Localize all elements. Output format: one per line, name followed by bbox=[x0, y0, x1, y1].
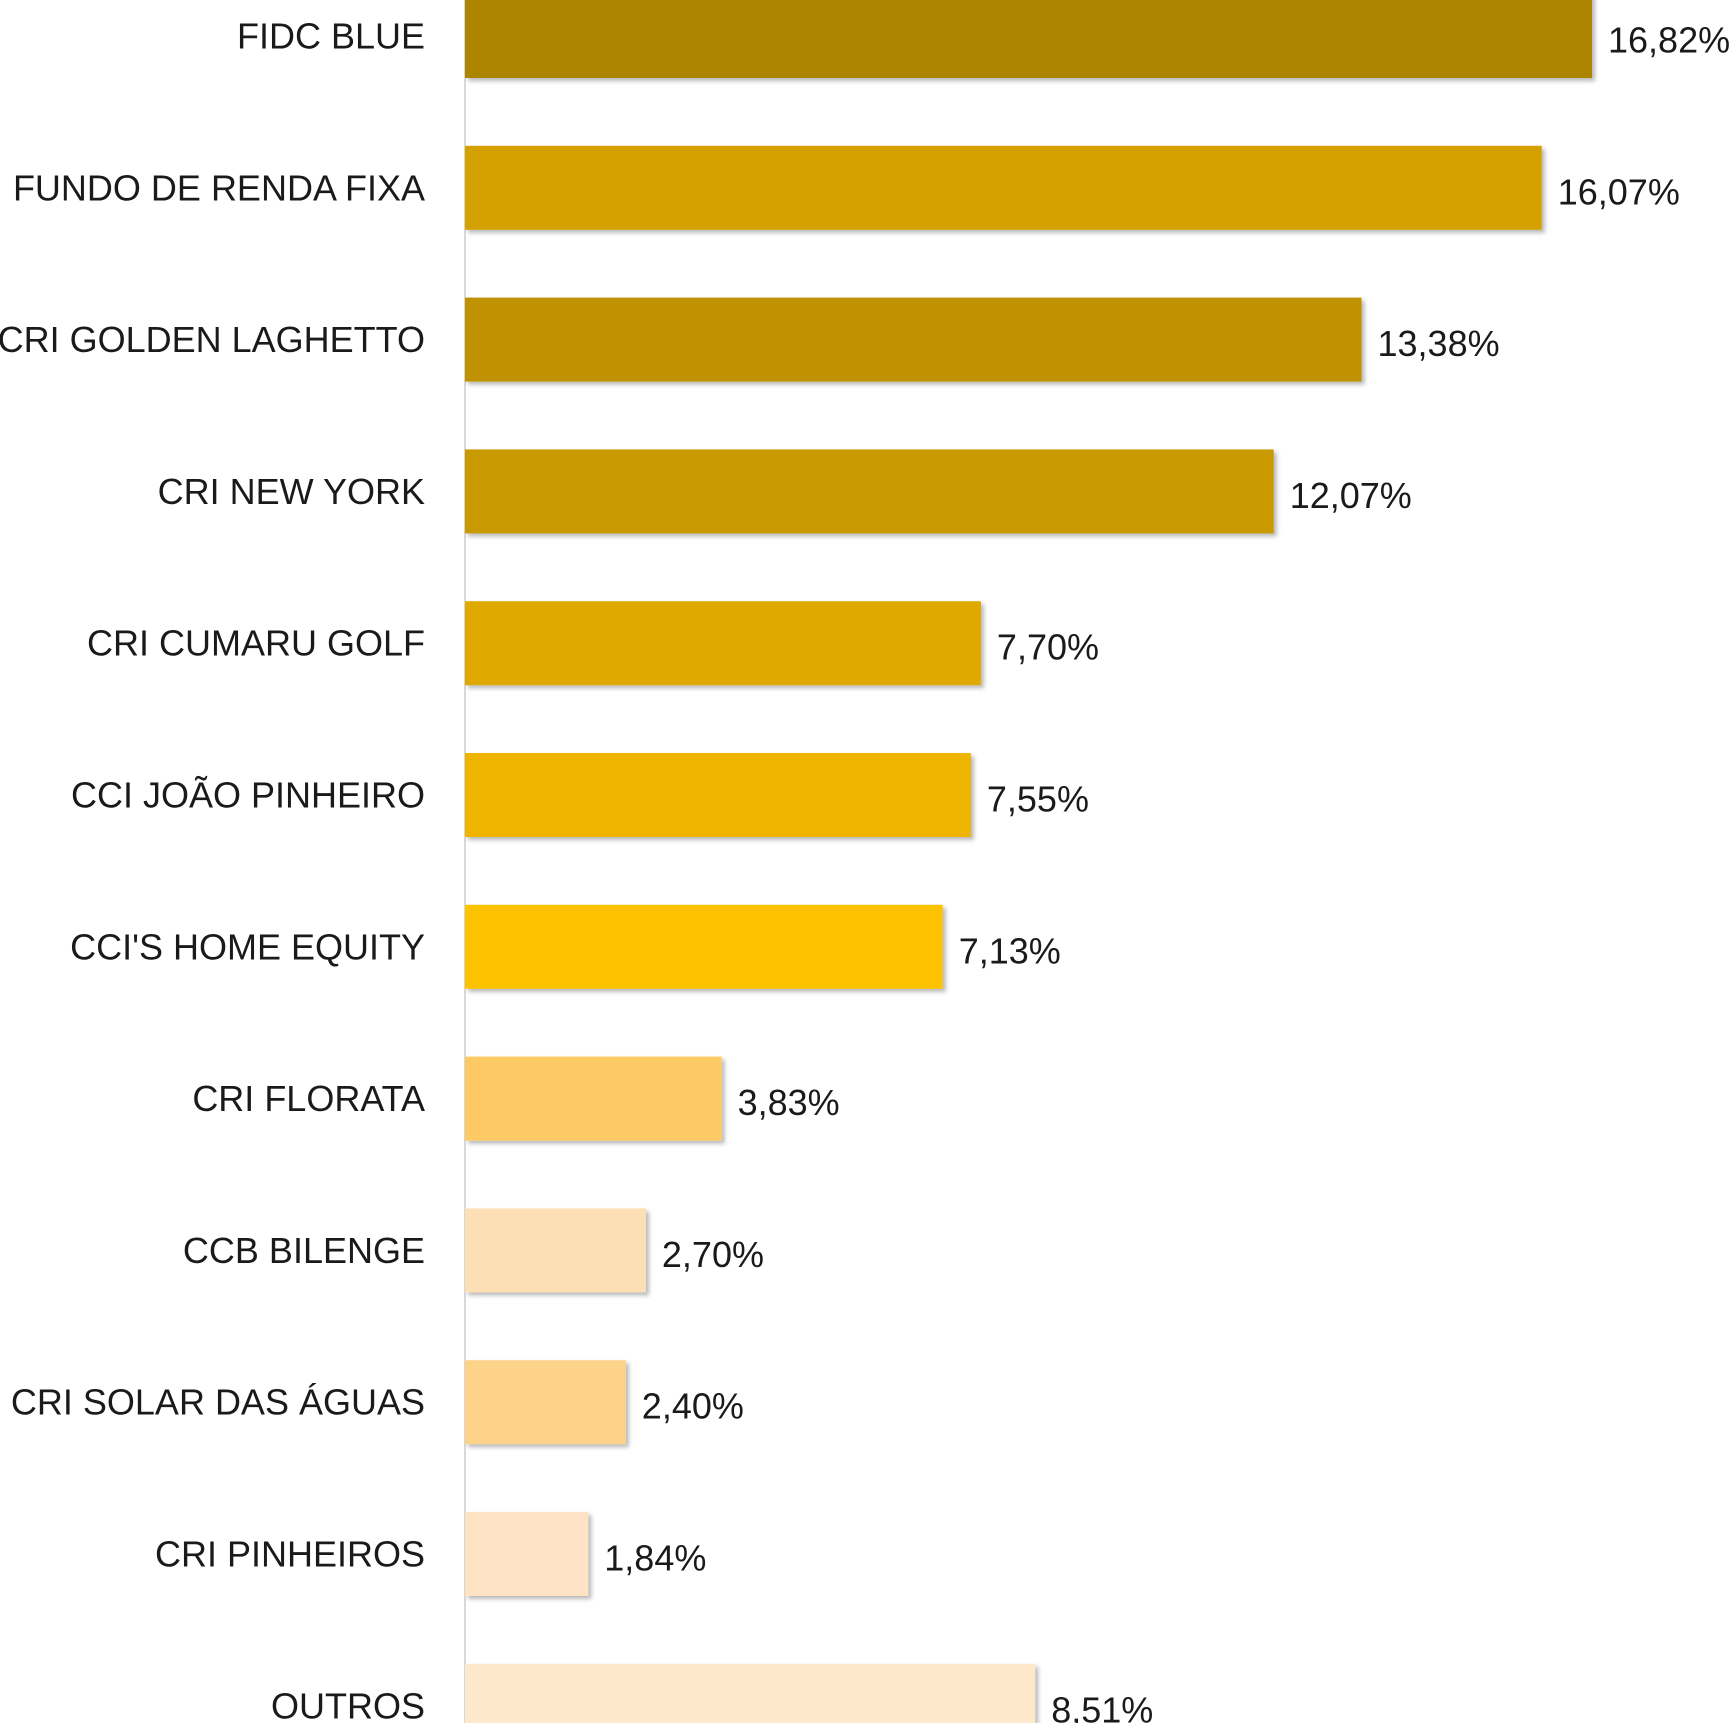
category-label-10: CRI PINHEIROS bbox=[155, 1534, 425, 1575]
value-label-8: 2,70% bbox=[662, 1234, 764, 1275]
category-label-4: CRI CUMARU GOLF bbox=[87, 623, 425, 664]
category-label-6: CCI'S HOME EQUITY bbox=[70, 926, 425, 967]
value-label-3: 12,07% bbox=[1290, 475, 1412, 516]
category-label-5: CCI JOÃO PINHEIRO bbox=[71, 775, 425, 816]
bar-11 bbox=[465, 1663, 1036, 1723]
bar-1 bbox=[465, 145, 1542, 230]
value-label-6: 7,13% bbox=[959, 930, 1061, 971]
value-labels-group: 16,82% 16,07% 13,38% 12,07% 7,70% 7,55% 7,13% 3… bbox=[604, 20, 1730, 1723]
category-label-3: CRI NEW YORK bbox=[158, 471, 425, 512]
value-label-9: 2,40% bbox=[642, 1386, 744, 1427]
value-label-5: 7,55% bbox=[987, 779, 1089, 820]
category-label-1: FUNDO DE RENDA FIXA bbox=[13, 167, 425, 208]
value-label-2: 13,38% bbox=[1378, 323, 1500, 364]
bar-8 bbox=[465, 1208, 646, 1293]
category-label-0: FIDC BLUE bbox=[237, 16, 425, 57]
value-label-1: 16,07% bbox=[1558, 171, 1680, 212]
value-label-11: 8,51% bbox=[1051, 1689, 1153, 1723]
value-label-4: 7,70% bbox=[997, 627, 1099, 668]
bar-0 bbox=[465, 0, 1592, 78]
value-label-7: 3,83% bbox=[738, 1082, 840, 1123]
category-label-2: CRI GOLDEN LAGHETTO bbox=[0, 319, 425, 360]
bar-5 bbox=[465, 753, 971, 837]
bar-3 bbox=[465, 449, 1274, 534]
bar-4 bbox=[465, 601, 981, 686]
bar-9 bbox=[465, 1360, 626, 1445]
category-label-8: CCB BILENGE bbox=[183, 1230, 425, 1271]
value-label-10: 1,84% bbox=[604, 1538, 706, 1579]
category-labels-group: FIDC BLUE FUNDO DE RENDA FIXA CRI GOLDEN L… bbox=[0, 16, 425, 1723]
bar-10 bbox=[465, 1512, 589, 1596]
category-label-11: OUTROS bbox=[271, 1685, 425, 1723]
bar-6 bbox=[465, 904, 943, 989]
category-label-9: CRI SOLAR DAS ÁGUAS bbox=[11, 1382, 425, 1423]
category-label-7: CRI FLORATA bbox=[192, 1078, 425, 1119]
value-label-0: 16,82% bbox=[1608, 20, 1730, 61]
bar-7 bbox=[465, 1056, 722, 1141]
bars-group bbox=[465, 0, 1592, 1723]
bar-2 bbox=[465, 297, 1362, 382]
